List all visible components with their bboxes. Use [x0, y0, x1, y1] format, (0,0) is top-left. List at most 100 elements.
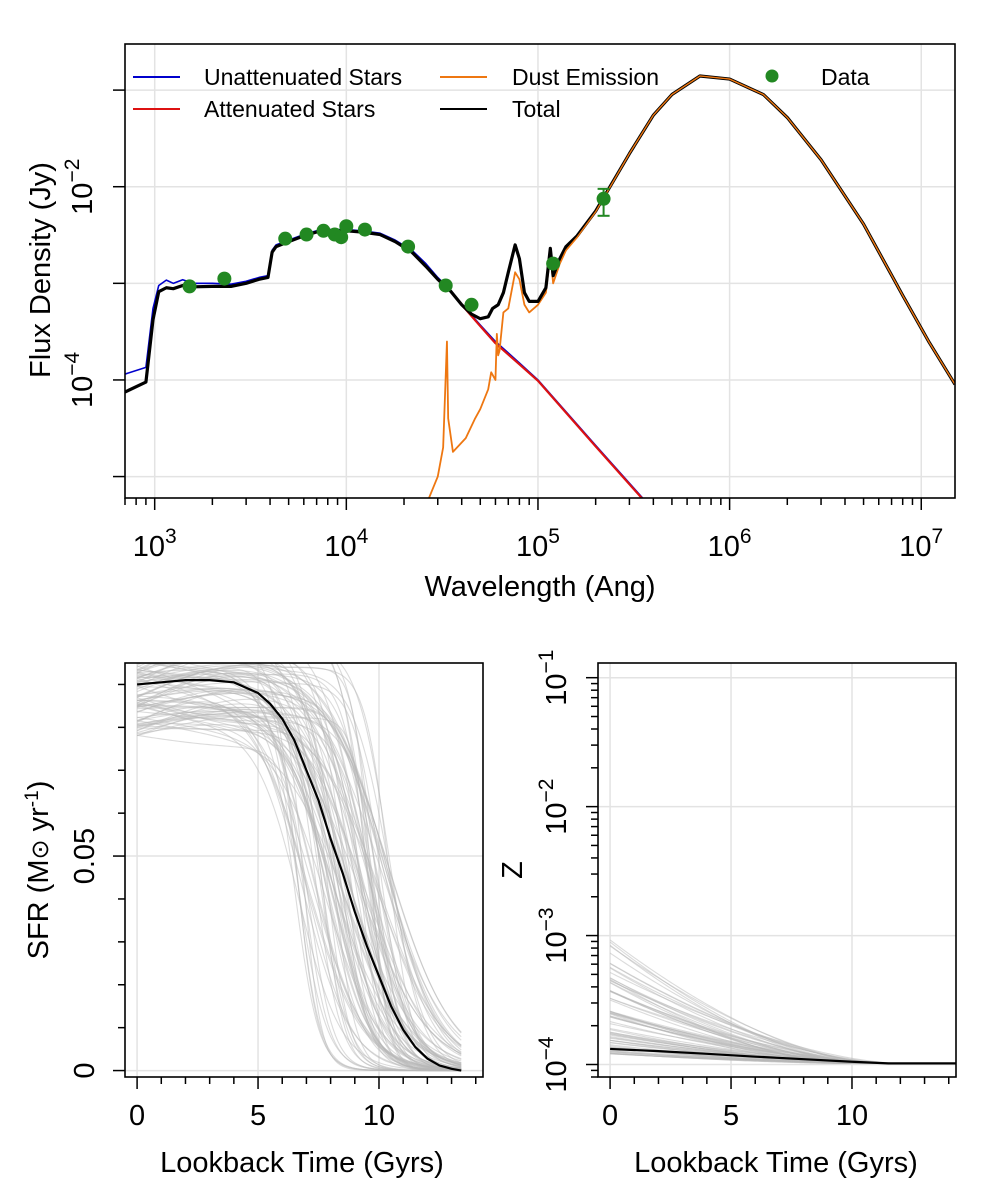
sed-x-tick-label-0-exponent: 3 — [165, 525, 177, 548]
legend-entry-total: Total — [440, 96, 561, 122]
sfr-y-title-part-3: ) — [23, 781, 55, 791]
z-y-tick-label-3-exponent: −1 — [535, 650, 558, 674]
z-x-tick-label-1: 5 — [723, 1100, 739, 1132]
z-x-tick-label-2: 10 — [836, 1100, 868, 1132]
sed-frame — [124, 43, 956, 499]
data-point-8 — [357, 222, 372, 237]
sed-plot-area — [125, 74, 955, 498]
z-y-axis-title: Z — [497, 861, 529, 879]
sfr-sample-line — [136, 690, 462, 1070]
data-point-9 — [401, 239, 416, 254]
z-y-tick-label-3-base: 10 — [541, 674, 573, 706]
sfr-y-title-part-2: yr — [23, 807, 55, 840]
sfr-y-title-part-1: SFR (M — [23, 860, 55, 960]
sed-series-dust-emission-overlay — [559, 75, 955, 385]
z-y-tick-label-0-exponent: −4 — [535, 1036, 558, 1060]
sed-y-tick-label-1-base: 10 — [67, 183, 99, 215]
sfr-y-title-sun-symbol: ⊙ — [27, 839, 54, 859]
sfr-sample-line — [136, 666, 462, 1047]
sfr-sample-line — [136, 681, 462, 1071]
sed-series-total — [125, 74, 955, 394]
z-plot-area — [609, 939, 956, 1065]
sfr-sample-line — [136, 687, 462, 1071]
sed-y-tick-label-1-exponent: −2 — [61, 159, 84, 183]
z-y-tick-label-3: 10−1 — [535, 650, 573, 706]
sfr-sample-line — [137, 724, 462, 1071]
data-point-0 — [182, 279, 197, 294]
sfr-sample-line — [136, 703, 462, 1071]
sfr-x-tick-label-0: 0 — [129, 1100, 145, 1132]
sed-y-tick-label-0: 10−4 — [61, 352, 99, 409]
legend-label-dust-emission: Dust Emission — [512, 64, 659, 90]
sfr-sample-line — [136, 720, 462, 1062]
data-point-7 — [339, 219, 354, 234]
sfr-sample-line — [137, 673, 462, 1068]
z-frame — [597, 662, 957, 1078]
sfr-sample-line — [138, 663, 462, 1038]
sed-series-data — [182, 187, 611, 312]
sed-x-axis: 103 104 105 106 107 — [133, 498, 943, 563]
sed-x-tick-label-2-base: 10 — [516, 531, 548, 563]
z-x-tick-label-0: 0 — [602, 1100, 618, 1132]
data-point-13 — [596, 191, 611, 206]
sed-x-tick-label-4-exponent: 7 — [932, 525, 944, 548]
sfr-sample-line — [136, 663, 462, 1066]
sfr-y-tick-label-0: 0 — [69, 1062, 101, 1078]
sed-x-tick-label-1-base: 10 — [324, 531, 356, 563]
sed-x-tick-label-2-exponent: 5 — [548, 525, 560, 548]
sfr-plot-area — [136, 663, 462, 1072]
sfr-x-axis: 0 5 10 — [129, 1077, 477, 1132]
sfr-sample-line — [136, 671, 462, 1071]
sfr-sample-line — [136, 703, 462, 1072]
z-x-axis-title: Lookback Time (Gyrs) — [634, 1147, 918, 1179]
sfr-sample-line — [136, 669, 462, 1041]
sfr-y-title-exponent: -1 — [22, 790, 43, 807]
legend-entry-unattenuated-stars: Unattenuated Stars — [133, 64, 402, 90]
legend-entry-attenuated-stars: Attenuated Stars — [133, 96, 375, 122]
sed-x-tick-label-1-exponent: 4 — [357, 525, 369, 548]
z-y-tick-label-1-base: 10 — [541, 931, 573, 963]
sed-x-tick-label-0-base: 10 — [133, 531, 165, 563]
data-point-11 — [464, 297, 479, 312]
sfr-x-tick-label-1: 5 — [250, 1100, 266, 1132]
sfr-sample-line — [136, 699, 462, 1070]
sed-x-tick-label-4: 107 — [899, 525, 943, 563]
sed-series-unattenuated-stars — [125, 228, 644, 498]
sfr-y-axis-title: SFR (M⊙ yr-1) — [22, 781, 56, 960]
z-grid — [598, 663, 956, 1077]
sfr-sample-line — [137, 687, 462, 1071]
data-point-3 — [299, 227, 314, 242]
z-y-tick-label-0-base: 10 — [541, 1060, 573, 1092]
sed-y-tick-label-0-base: 10 — [67, 376, 99, 408]
legend-label-total: Total — [512, 96, 561, 122]
z-y-tick-label-0: 10−4 — [535, 1036, 573, 1093]
sed-x-tick-label-4-base: 10 — [899, 531, 931, 563]
z-y-tick-label-1-exponent: −3 — [535, 907, 558, 931]
sed-x-tick-label-3: 106 — [708, 525, 752, 563]
sfr-sample-line — [137, 703, 462, 1072]
sed-x-tick-label-2: 105 — [516, 525, 560, 563]
sed-y-axis: 10−410−2 — [61, 89, 125, 478]
sfr-panel: 0 5 10 00.05 Lookback Time (Gyrs) SFR (M⊙ … — [22, 662, 484, 1179]
legend-swatch-data — [765, 69, 779, 83]
sed-y-tick-label-1: 10−2 — [61, 159, 99, 215]
z-median-line — [610, 1047, 956, 1065]
data-point-12 — [546, 256, 561, 271]
sed-x-tick-label-3-exponent: 6 — [740, 525, 752, 548]
legend-label-unattenuated-stars: Unattenuated Stars — [204, 64, 402, 90]
z-y-tick-label-2: 10−2 — [535, 779, 573, 835]
sfr-sample-line — [136, 703, 462, 1071]
data-point-2 — [278, 231, 293, 246]
z-y-tick-label-1: 10−3 — [535, 907, 573, 963]
z-x-axis: 0 5 10 — [602, 1077, 950, 1132]
sfr-sample-line — [136, 670, 462, 1071]
sed-x-tick-label-1: 104 — [324, 525, 368, 563]
z-y-axis: 10−410−310−210−1 — [535, 650, 598, 1093]
sfr-sample-line — [161, 663, 462, 1071]
z-y-tick-label-2-base: 10 — [541, 802, 573, 834]
sfr-sample-line — [254, 663, 462, 1070]
sed-panel: 103 104 105 106 107 10−410−2 Wavelength (Ang… — [25, 43, 956, 603]
sed-x-tick-label-3-base: 10 — [708, 531, 740, 563]
legend-label-data: Data — [821, 64, 870, 90]
